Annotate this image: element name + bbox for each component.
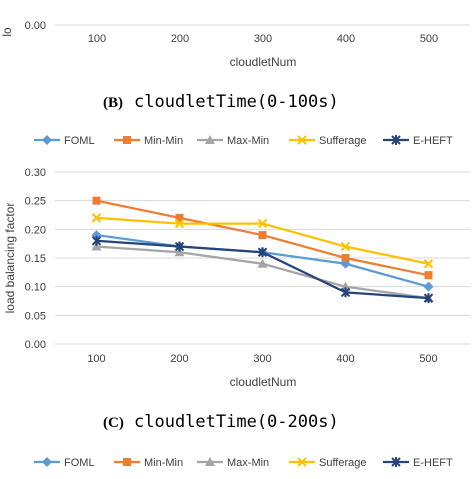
data-point (92, 196, 101, 205)
data-point (257, 247, 268, 258)
y-axis-ticks: 0.00 0.05 0.10 0.15 0.20 0.25 0.30 (25, 167, 46, 351)
y-tick-label: 0.10 (25, 282, 46, 294)
data-point (423, 281, 434, 292)
legend-item: Sufferage (289, 135, 367, 147)
chart-legend: FOML Min-Min Max-Min Sufferage E-HEFT (34, 135, 453, 147)
x-tick-label: 100 (87, 353, 105, 365)
chart-b-x-tick: 100 (88, 33, 106, 45)
legend-label: Sufferage (319, 457, 367, 469)
data-point (424, 271, 433, 280)
caption-c-text: cloudletTime(0-200s) (134, 412, 339, 432)
data-point (341, 254, 350, 262)
series-e-heft (91, 235, 434, 304)
chart-b-x-tick: 300 (254, 33, 272, 45)
legend-item: Min-Min (114, 135, 183, 147)
legend-item: E-HEFT (383, 457, 453, 469)
chart-b-x-tick: 500 (420, 33, 438, 45)
y-tick-label: 0.05 (25, 310, 46, 322)
caption-b-letter: (B) (103, 95, 123, 111)
legend-marker (297, 457, 307, 467)
next-chart-legend: FOML Min-Min Max-Min Sufferage E-HEFT (34, 457, 453, 469)
legend-marker (391, 457, 401, 467)
data-point (174, 241, 185, 252)
data-point (258, 231, 267, 240)
data-point (91, 213, 102, 223)
y-tick-label: 0.15 (25, 253, 46, 265)
chart-series (91, 196, 434, 304)
legend-item: FOML (34, 135, 95, 147)
caption-c-letter: (C) (103, 415, 124, 431)
data-point (423, 293, 434, 304)
legend-marker (297, 135, 307, 145)
legend-label: Min-Min (144, 457, 183, 469)
x-tick-label: 300 (253, 353, 271, 365)
legend-item: E-HEFT (383, 135, 453, 147)
y-tick-label: 0.30 (25, 167, 46, 179)
y-axis-title: load balancing factor (3, 203, 17, 314)
data-point (257, 258, 268, 268)
legend-marker (42, 135, 52, 145)
chart-gridlines (55, 171, 470, 345)
x-tick-label: 400 (336, 353, 354, 365)
chart-b-fragment: lo 0.00 100 200 300 400 500 cloudletNum (0, 20, 470, 69)
y-tick-label: 0.25 (25, 196, 46, 208)
x-axis-title: cloudletNum (230, 375, 297, 389)
legend-item: Min-Min (114, 457, 183, 469)
legend-item: Max-Min (197, 457, 269, 469)
legend-marker (205, 457, 215, 466)
legend-label: Max-Min (227, 135, 269, 147)
data-point (174, 218, 185, 229)
data-point (423, 259, 434, 269)
caption-c: (C) cloudletTime(0-200s) (103, 412, 339, 432)
chart-b-x-tick: 200 (171, 33, 189, 45)
legend-label: Sufferage (319, 135, 367, 147)
data-point (91, 235, 102, 246)
data-point (91, 241, 102, 251)
legend-item: Sufferage (289, 457, 367, 469)
legend-item: FOML (34, 457, 95, 469)
legend-marker (123, 136, 131, 144)
legend-marker (391, 135, 401, 145)
legend-label: E-HEFT (413, 457, 453, 469)
caption-b-text: cloudletTime(0-100s) (134, 92, 339, 112)
legend-label: FOML (64, 135, 95, 147)
data-point (175, 213, 184, 222)
x-tick-label: 200 (170, 353, 188, 365)
x-tick-label: 500 (419, 353, 437, 365)
series-min-min (92, 196, 433, 280)
chart-b-xlabel: cloudletNum (230, 55, 297, 69)
legend-label: E-HEFT (413, 135, 453, 147)
chart-b-ylabel-fragment: lo (0, 27, 14, 37)
data-point (174, 247, 185, 257)
data-point (340, 281, 351, 291)
data-point (257, 218, 268, 229)
chart-b-y-tick-0: 0.00 (25, 20, 46, 32)
x-axis-ticks: 100 200 300 400 500 (87, 353, 437, 365)
legend-marker (42, 457, 52, 467)
series-sufferage (91, 213, 434, 269)
legend-marker (205, 135, 215, 144)
data-point (340, 287, 351, 298)
legend-label: FOML (64, 457, 95, 469)
chart-b-x-tick: 400 (337, 33, 355, 45)
legend-item: Max-Min (197, 135, 269, 147)
caption-b: (B) cloudletTime(0-100s) (103, 92, 339, 112)
legend-label: Min-Min (144, 135, 183, 147)
y-tick-label: 0.00 (25, 339, 46, 351)
legend-marker (123, 458, 131, 466)
legend-label: Max-Min (227, 457, 269, 469)
data-point (340, 241, 351, 252)
y-tick-label: 0.20 (25, 224, 46, 236)
